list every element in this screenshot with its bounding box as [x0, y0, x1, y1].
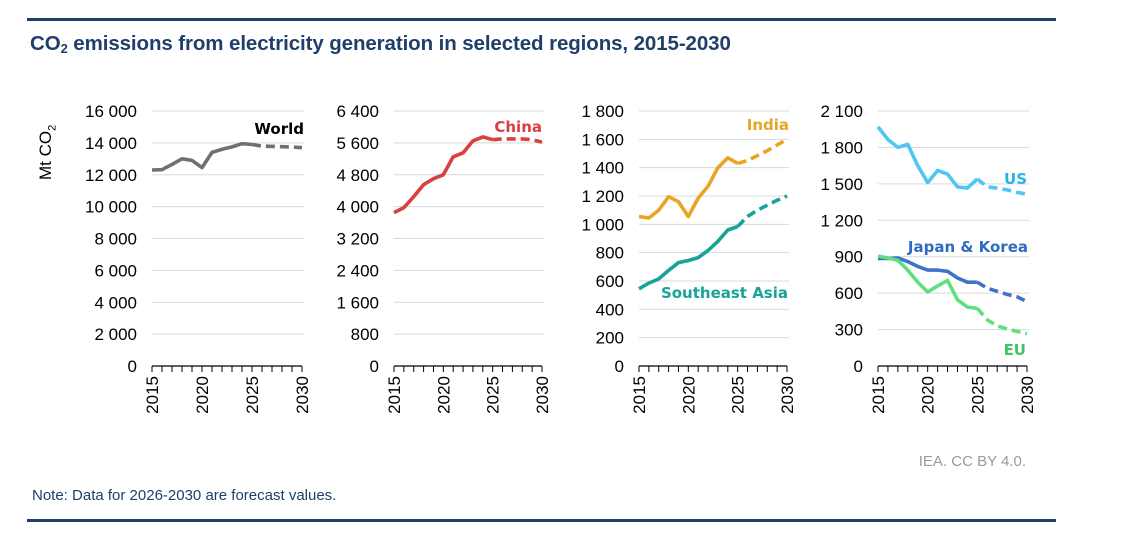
x-tick-label: 2020	[434, 376, 453, 414]
series-line-us	[876, 125, 979, 190]
y-tick-label: 6 000	[94, 261, 137, 280]
series-label: Southeast Asia	[661, 284, 788, 302]
series-forecast-japan-korea	[976, 280, 1028, 304]
source-credit: IEA. CC BY 4.0.	[918, 453, 1026, 470]
x-tick-label: 2030	[778, 376, 797, 414]
x-tick-label: 2025	[484, 376, 503, 414]
x-tick-label: 2025	[243, 376, 262, 414]
x-tick-label: 2015	[385, 376, 404, 414]
y-tick-label: 800	[351, 325, 379, 344]
series-forecast-india	[737, 137, 788, 166]
y-tick-label: 0	[128, 357, 137, 376]
y-tick-label: 800	[596, 244, 624, 263]
y-tick-label: 1 400	[581, 159, 624, 178]
y-tick-label: 16 000	[85, 102, 137, 121]
y-tick-label: 2 000	[94, 325, 137, 344]
y-tick-label: 0	[854, 357, 863, 376]
y-tick-label: 0	[615, 357, 624, 376]
y-tick-label: 14 000	[85, 134, 137, 153]
y-tick-label: 900	[835, 248, 863, 267]
y-tick-label: 6 400	[336, 102, 379, 121]
chart-panel-2: 0 200 400 600 800 1 000 1 200 1 400 1 600 1 800 20…	[581, 102, 797, 414]
series-line-china	[393, 135, 494, 215]
charts-canvas: 0 2 000 4 000 6 000 8 000 10 000 12 000 14 000 1…	[85, 102, 1037, 414]
y-tick-label: 4 800	[336, 166, 379, 185]
y-tick-label: 4 000	[336, 198, 379, 217]
y-tick-label: 200	[596, 329, 624, 348]
y-tick-label: 1 200	[820, 211, 863, 230]
series-forecast-eu	[975, 307, 1028, 336]
series-line-eu	[877, 254, 978, 311]
series-line-india	[638, 156, 739, 220]
series-line-world	[151, 141, 253, 172]
y-tick-label: 10 000	[85, 198, 137, 217]
y-tick-label: 4 000	[94, 293, 137, 312]
series-line-japan-korea	[878, 256, 978, 284]
y-tick-label: 2 100	[820, 102, 863, 121]
x-tick-label: 2020	[679, 376, 698, 414]
x-tick-label: 2020	[919, 376, 938, 414]
top-rule	[27, 18, 1056, 21]
y-tick-label: 1 600	[581, 130, 624, 149]
y-tick-label: 400	[596, 300, 624, 319]
series-line-southeast-asia	[638, 224, 739, 291]
y-tick-label: 1 500	[820, 175, 863, 194]
x-tick-label: 2025	[968, 376, 987, 414]
series-label: US	[1004, 170, 1027, 188]
series-forecast-world	[251, 142, 303, 150]
series-label: EU	[1004, 341, 1026, 359]
chart-panel-0: 0 2 000 4 000 6 000 8 000 10 000 12 000 14 000 1…	[85, 102, 312, 414]
series-forecast-southeast-asia	[736, 194, 788, 228]
x-tick-label: 2025	[729, 376, 748, 414]
y-tick-label: 1 800	[581, 102, 624, 121]
x-tick-label: 2015	[630, 376, 649, 414]
series-forecast-china	[492, 137, 543, 144]
x-tick-label: 2030	[533, 376, 552, 414]
y-tick-label: 300	[835, 321, 863, 340]
y-tick-label: 1 000	[581, 215, 624, 234]
y-tick-label: 1 200	[581, 187, 624, 206]
y-tick-label: 1 600	[336, 293, 379, 312]
y-tick-label: 3 200	[336, 230, 379, 249]
y-tick-label: 600	[596, 272, 624, 291]
y-tick-label: 1 800	[820, 138, 863, 157]
series-forecast-us	[976, 177, 1028, 196]
bottom-rule	[27, 519, 1056, 522]
y-tick-label: 2 400	[336, 261, 379, 280]
footnote: Note: Data for 2026-2030 are forecast va…	[32, 487, 337, 504]
series-label: World	[254, 120, 304, 138]
x-tick-label: 2015	[143, 376, 162, 414]
series-label: China	[494, 118, 542, 136]
chart-panel-3: 0 300 600 900 1 200 1 500 1 800 2 100 2015 2020 20…	[820, 102, 1037, 414]
chart-title: CO2 emissions from electricity generatio…	[30, 32, 731, 56]
y-tick-label: 5 600	[336, 134, 379, 153]
x-tick-label: 2015	[869, 376, 888, 414]
series-label: Japan & Korea	[907, 238, 1028, 256]
x-tick-label: 2030	[293, 376, 312, 414]
y-tick-label: 8 000	[94, 230, 137, 249]
x-tick-label: 2030	[1018, 376, 1037, 414]
chart-panel-1: 0 800 1 600 2 400 3 200 4 000 4 800 5 600 6 400 2…	[336, 102, 552, 414]
y-tick-label: 12 000	[85, 166, 137, 185]
y-tick-label: 600	[835, 284, 863, 303]
x-tick-label: 2020	[193, 376, 212, 414]
series-label: India	[747, 116, 789, 134]
y-tick-label: 0	[370, 357, 379, 376]
